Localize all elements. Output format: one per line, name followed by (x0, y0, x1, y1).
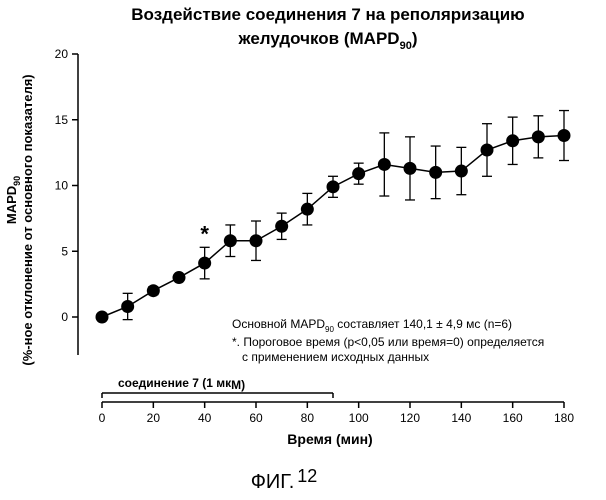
data-point (172, 271, 186, 285)
chart-title-end: ) (412, 29, 418, 48)
x-tick-label: 20 (147, 411, 161, 425)
x-tick-label: 40 (198, 411, 212, 425)
figure-label-main: ФИГ. (251, 471, 295, 493)
y-axis-label-main: MAPD (4, 186, 19, 224)
note-baseline-sub: 90 (325, 325, 334, 334)
x-tick-label: 140 (451, 411, 471, 425)
data-point (198, 256, 212, 270)
treatment-bar-group: соединение 7 (1 мкM) (101, 376, 334, 398)
data-point (352, 167, 366, 181)
chart-title-line2: желудочков (MAPD90) (238, 29, 418, 52)
y-tick-label: 10 (55, 179, 69, 193)
x-tick-label: 120 (400, 411, 420, 425)
data-point (223, 234, 237, 248)
data-point (454, 164, 468, 178)
y-tick-label: 5 (61, 244, 68, 258)
x-tick-label: 100 (349, 411, 369, 425)
y-tick-label: 20 (55, 47, 69, 61)
x-tick-label: 80 (301, 411, 315, 425)
note-baseline-main: Основной MAPD (232, 317, 325, 331)
note-threshold-line2: с применением исходных данных (242, 350, 429, 364)
data-point (403, 161, 417, 175)
data-point (95, 310, 109, 324)
figure-label-number: 12 (297, 466, 317, 486)
data-point (146, 284, 160, 298)
data-point (326, 180, 340, 194)
data-point (557, 129, 571, 143)
data-point (531, 130, 545, 144)
chart-title-sub: 90 (400, 40, 412, 52)
x-tick-label: 0 (99, 411, 106, 425)
axes: 0 5 10 15 20 0 20 40 60 80 100 120 140 160 180 (55, 47, 575, 425)
x-axis-label: Время (мин) (287, 431, 372, 447)
chart-title-line1: Воздействие соединения 7 на реполяризаци… (131, 5, 524, 24)
y-axis-label-line1: MAPD90 (4, 176, 22, 224)
figure-label: ФИГ. 12 (251, 466, 318, 493)
significance-star: * (200, 221, 209, 246)
y-axis-label-line2: (%-ное отклонение от основного показател… (20, 74, 35, 365)
series-line (101, 134, 565, 318)
y-tick-label: 15 (55, 113, 69, 127)
series-group (95, 109, 571, 324)
data-point (275, 219, 289, 233)
x-tick-label: 160 (503, 411, 523, 425)
y-axis-label-sub: 90 (12, 176, 22, 186)
data-point (121, 299, 135, 313)
data-point (300, 202, 314, 216)
data-point (249, 234, 263, 248)
note-baseline-end: составляет 140,1 ± 4,9 мс (n=6) (334, 317, 512, 331)
data-point (480, 143, 494, 157)
data-point (506, 134, 520, 148)
treatment-bar-label: соединение 7 (1 мкM) (118, 376, 245, 392)
treatment-bar-label-main: соединение 7 (1 мк (118, 376, 232, 390)
y-tick-label: 0 (61, 310, 68, 324)
data-point (377, 157, 391, 171)
treatment-bar-label-end: M) (231, 378, 245, 392)
x-tick-label: 60 (249, 411, 263, 425)
chart-title-main: желудочков (MAPD (238, 29, 400, 48)
note-baseline: Основной MAPD90 составляет 140,1 ± 4,9 м… (232, 317, 512, 334)
x-tick-label: 180 (554, 411, 574, 425)
data-point (429, 165, 443, 179)
note-threshold-line1: *. Пороговое время (p<0,05 или время=0) … (232, 335, 544, 349)
